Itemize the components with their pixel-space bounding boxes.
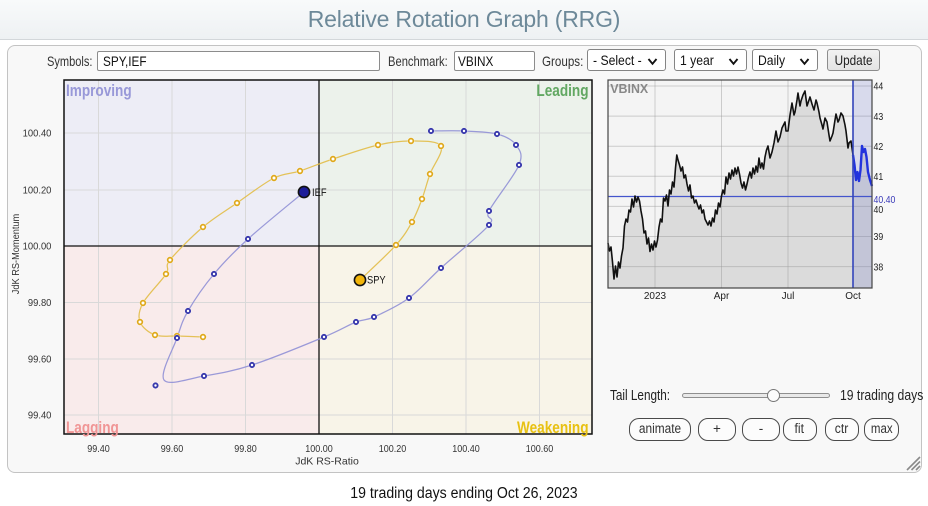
svg-text:39: 39	[874, 232, 884, 244]
svg-text:Oct: Oct	[845, 291, 861, 302]
svg-text:100.60: 100.60	[526, 444, 553, 456]
svg-text:IEF: IEF	[312, 187, 327, 199]
svg-text:42: 42	[874, 141, 884, 153]
svg-text:99.60: 99.60	[161, 444, 183, 456]
svg-text:40.40: 40.40	[874, 194, 896, 206]
svg-text:Leading: Leading	[536, 82, 588, 101]
svg-text:VBINX: VBINX	[610, 82, 648, 96]
svg-text:100.40: 100.40	[23, 128, 52, 139]
svg-text:Jul: Jul	[782, 291, 795, 302]
svg-text:100.00: 100.00	[305, 444, 332, 456]
svg-text:100.20: 100.20	[23, 185, 52, 196]
svg-text:Apr: Apr	[714, 291, 730, 302]
svg-text:99.40: 99.40	[87, 444, 109, 456]
svg-text:44: 44	[874, 81, 884, 93]
svg-text:100.00: 100.00	[23, 241, 52, 252]
svg-text:Weakening: Weakening	[517, 419, 588, 438]
svg-text:JdK RS-Momentum: JdK RS-Momentum	[11, 214, 23, 294]
svg-text:99.80: 99.80	[28, 298, 52, 309]
svg-text:38: 38	[874, 262, 884, 274]
svg-text:43: 43	[874, 111, 884, 123]
svg-text:Improving: Improving	[66, 82, 132, 101]
svg-text:100.40: 100.40	[452, 444, 479, 456]
svg-text:40: 40	[874, 204, 884, 216]
svg-text:99.80: 99.80	[234, 444, 256, 456]
svg-text:99.40: 99.40	[28, 410, 52, 421]
svg-text:JdK RS-Ratio: JdK RS-Ratio	[295, 456, 359, 468]
svg-text:100.20: 100.20	[379, 444, 406, 456]
svg-text:SPY: SPY	[367, 275, 386, 287]
svg-text:2023: 2023	[644, 291, 667, 302]
svg-text:99.60: 99.60	[28, 354, 52, 365]
svg-text:Lagging: Lagging	[66, 419, 119, 438]
svg-text:41: 41	[874, 171, 884, 183]
